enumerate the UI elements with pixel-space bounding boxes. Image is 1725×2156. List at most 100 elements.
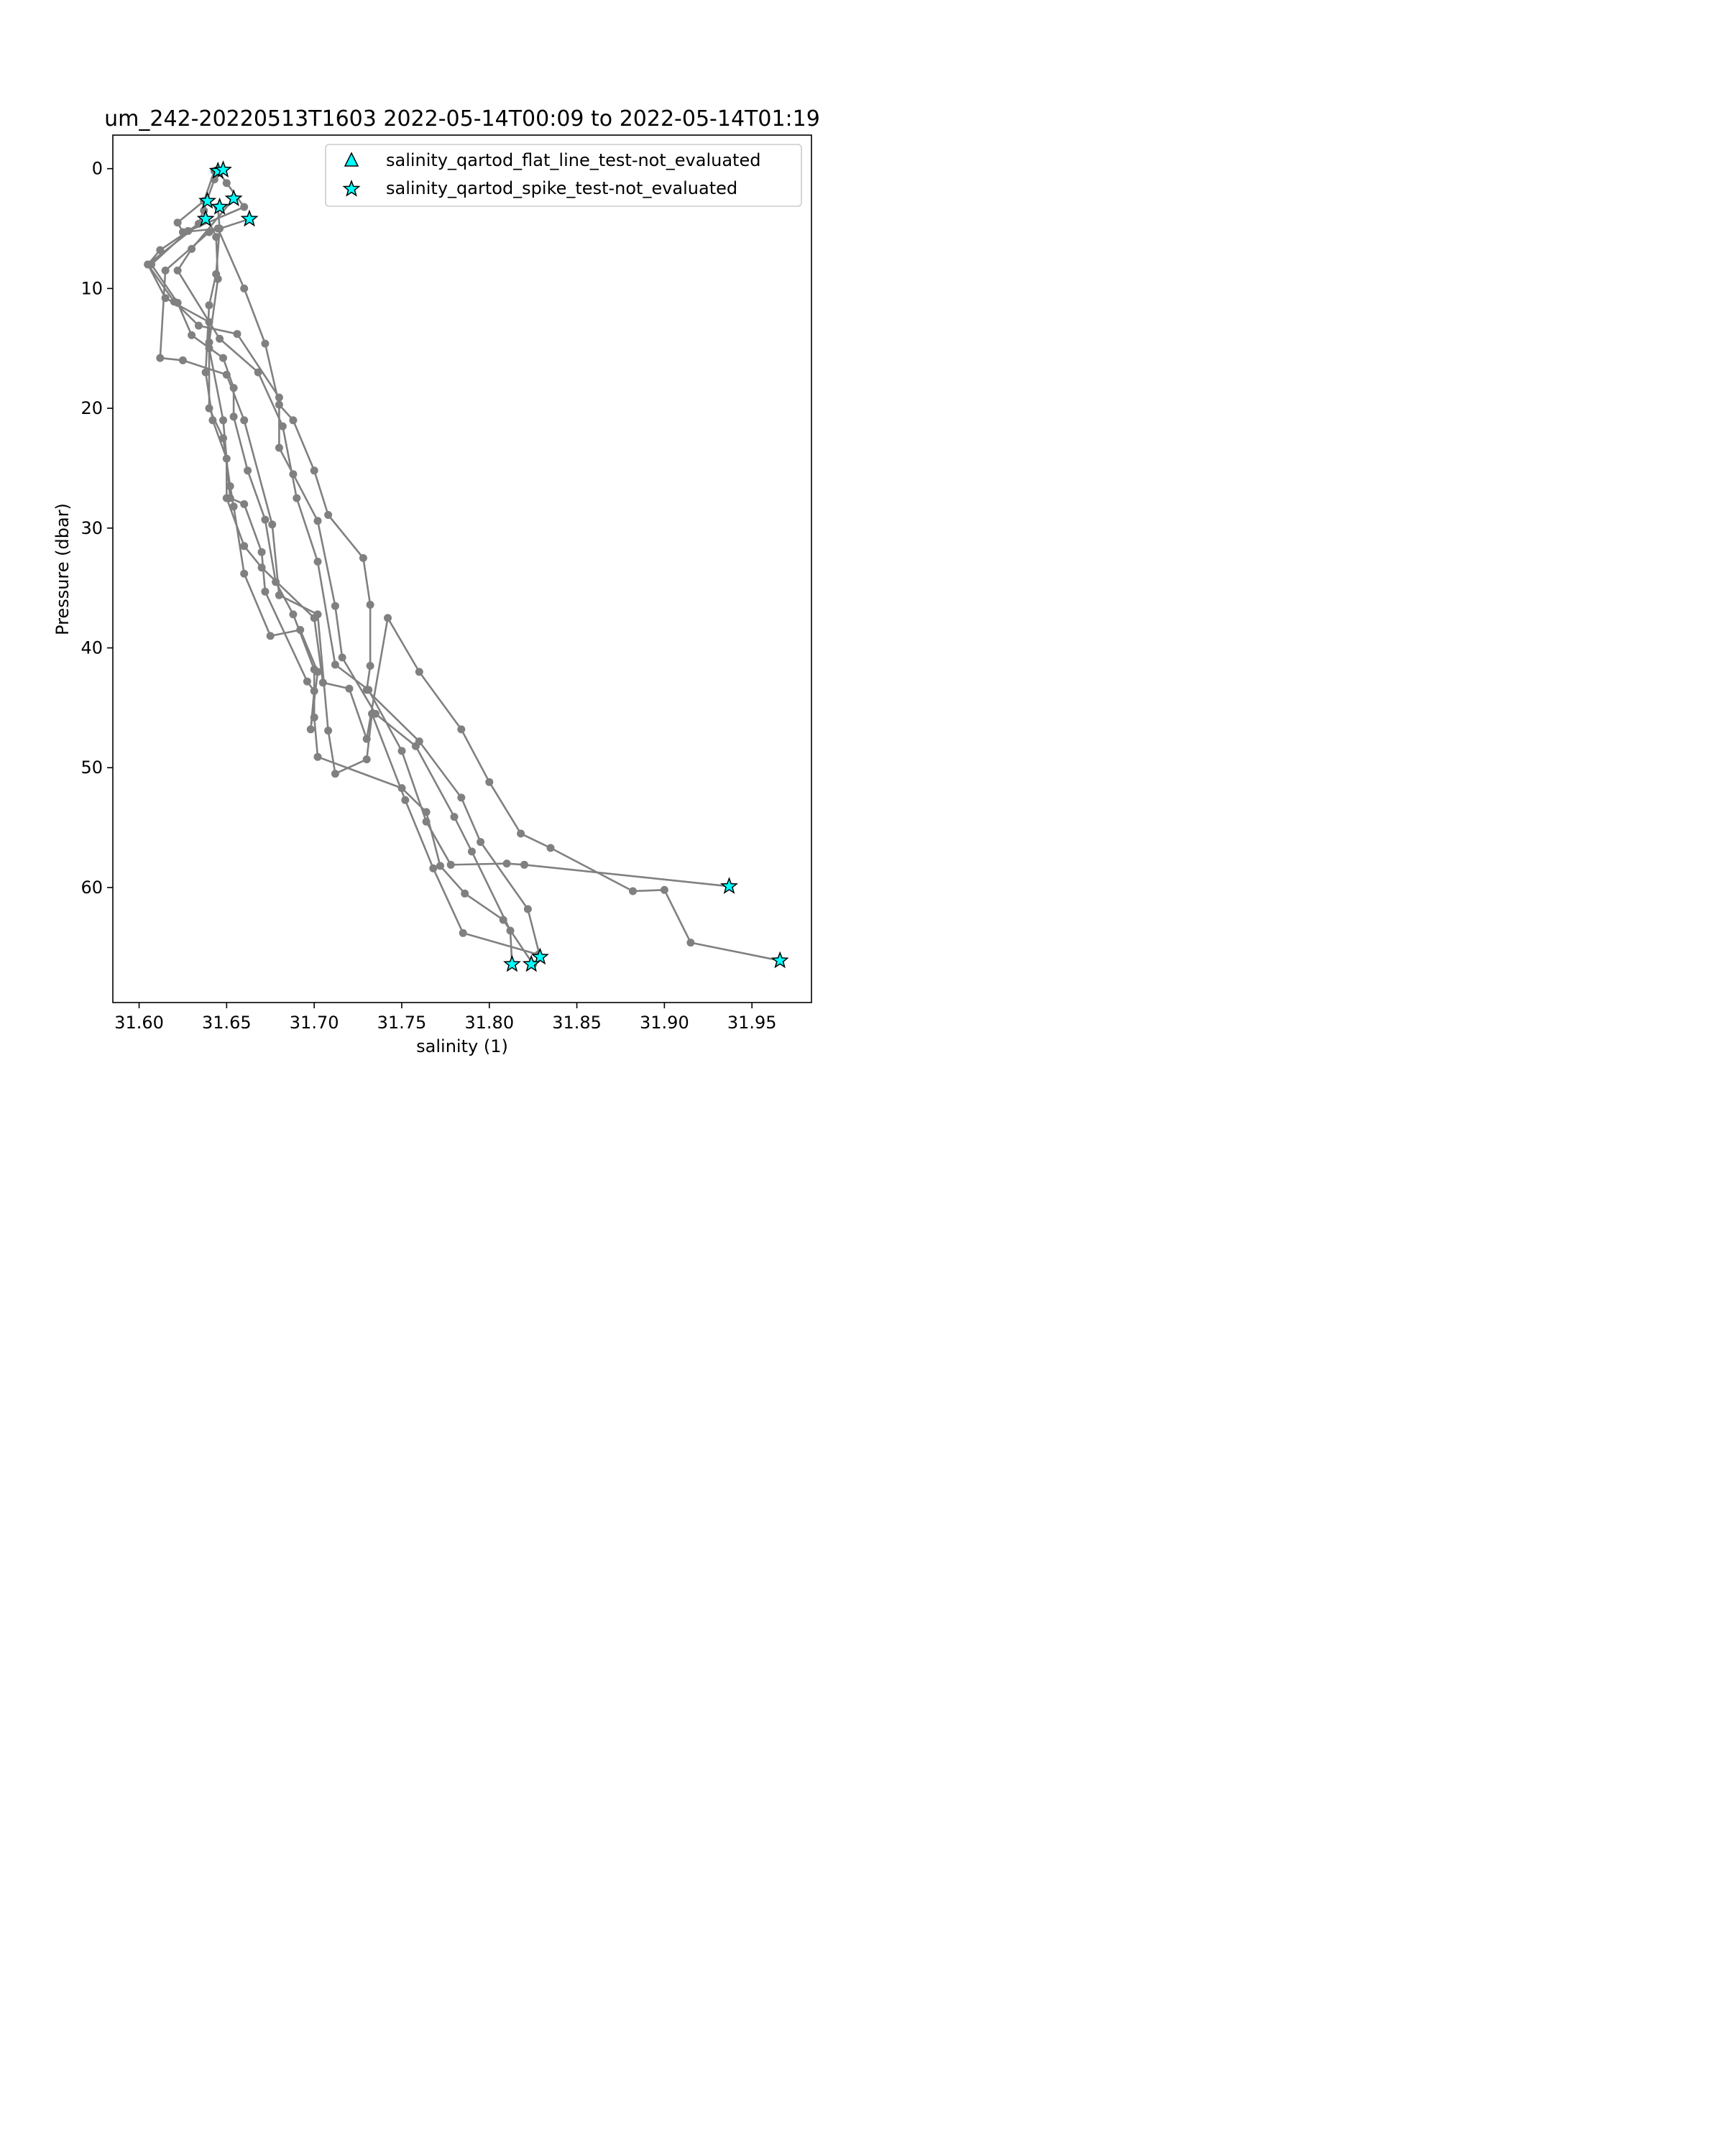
x-tick-label: 31.70	[290, 1013, 339, 1033]
data-point	[506, 926, 515, 935]
data-point	[240, 284, 249, 292]
data-point	[289, 610, 298, 619]
data-point	[240, 542, 249, 550]
chart-figure: um_242-20220513T1603 2022-05-14T00:09 to…	[0, 0, 891, 1114]
y-tick-label: 0	[92, 159, 103, 179]
data-point	[289, 416, 298, 425]
data-point	[205, 404, 213, 413]
data-point	[331, 660, 339, 669]
data-point	[359, 554, 367, 562]
data-point	[517, 829, 525, 838]
data-point	[485, 778, 494, 786]
y-axis-label: Pressure (dbar)	[52, 503, 73, 635]
data-point	[324, 511, 333, 519]
x-tick-label: 31.75	[377, 1013, 427, 1033]
x-tick-label: 31.95	[727, 1013, 777, 1033]
data-point	[201, 368, 210, 377]
y-tick-label: 10	[80, 278, 103, 298]
data-point	[366, 601, 374, 609]
flag-star-marker	[196, 209, 215, 227]
data-point	[520, 860, 528, 869]
data-point	[261, 515, 270, 524]
data-point	[275, 443, 283, 452]
data-point	[459, 929, 467, 937]
data-point	[310, 687, 318, 695]
data-point	[244, 466, 252, 475]
data-point	[366, 662, 374, 670]
data-point	[173, 266, 182, 275]
data-point	[161, 266, 170, 275]
data-point	[178, 356, 187, 364]
x-tick-label: 31.65	[202, 1013, 252, 1033]
legend-marker-star	[342, 179, 361, 197]
data-point	[457, 793, 466, 802]
y-tick-label: 50	[80, 757, 103, 778]
data-point	[222, 370, 231, 379]
data-point	[313, 558, 322, 566]
data-point	[275, 400, 283, 409]
data-point	[205, 338, 213, 346]
y-tick-label: 20	[80, 398, 103, 418]
series-line-4	[176, 198, 730, 888]
data-point	[229, 413, 238, 421]
data-point	[450, 813, 459, 821]
data-point	[429, 864, 438, 872]
data-point	[436, 862, 444, 870]
legend-box	[325, 144, 802, 207]
data-point	[219, 354, 227, 362]
data-point	[205, 228, 213, 236]
flag-star-marker	[530, 947, 549, 965]
data-point	[296, 626, 305, 634]
y-tick-label: 40	[80, 638, 103, 658]
data-point	[213, 275, 222, 283]
data-point	[368, 709, 376, 718]
data-point	[233, 330, 242, 338]
data-point	[446, 860, 455, 869]
data-point	[173, 218, 182, 227]
legend-label-spike: salinity_qartod_spike_test-not_evaluated	[386, 178, 737, 198]
x-tick-label: 31.85	[552, 1013, 602, 1033]
data-point	[257, 548, 266, 556]
data-point	[331, 602, 339, 610]
data-point	[401, 796, 410, 804]
x-tick-label: 31.60	[114, 1013, 164, 1033]
x-tick-label: 31.80	[464, 1013, 514, 1033]
data-point	[275, 591, 283, 599]
x-axis-label: salinity (1)	[416, 1036, 508, 1056]
data-point	[362, 755, 371, 764]
data-point	[686, 939, 695, 947]
data-point	[345, 684, 354, 693]
data-point	[268, 520, 277, 529]
data-point	[266, 632, 275, 640]
data-point	[306, 725, 315, 734]
data-point	[415, 668, 423, 676]
data-point	[313, 517, 322, 525]
legend: salinity_qartod_flat_line_test-not_evalu…	[325, 144, 802, 207]
data-point	[240, 203, 249, 211]
data-point	[338, 653, 346, 662]
data-point	[660, 885, 668, 894]
data-point	[254, 368, 262, 377]
flag-star-marker	[502, 954, 521, 972]
data-point	[313, 752, 322, 761]
data-point	[261, 587, 270, 596]
data-point	[219, 416, 227, 425]
data-point	[313, 610, 322, 619]
data-point	[205, 318, 213, 326]
data-point	[310, 466, 318, 475]
x-tick-label: 31.90	[640, 1013, 689, 1033]
flag-star-marker	[224, 189, 243, 207]
data-point	[461, 889, 469, 898]
data-point	[331, 770, 339, 778]
data-point	[546, 844, 555, 852]
data-point	[457, 725, 466, 734]
legend-triangle-icon	[344, 152, 359, 167]
flag-star-marker	[240, 209, 259, 227]
flag-star-marker	[213, 160, 232, 178]
data-point	[229, 502, 238, 511]
data-point	[144, 260, 152, 269]
data-point	[212, 233, 221, 241]
chart-title: um_242-20220513T1603 2022-05-14T00:09 to…	[104, 106, 820, 132]
data-point	[194, 321, 203, 330]
data-point	[240, 416, 249, 425]
